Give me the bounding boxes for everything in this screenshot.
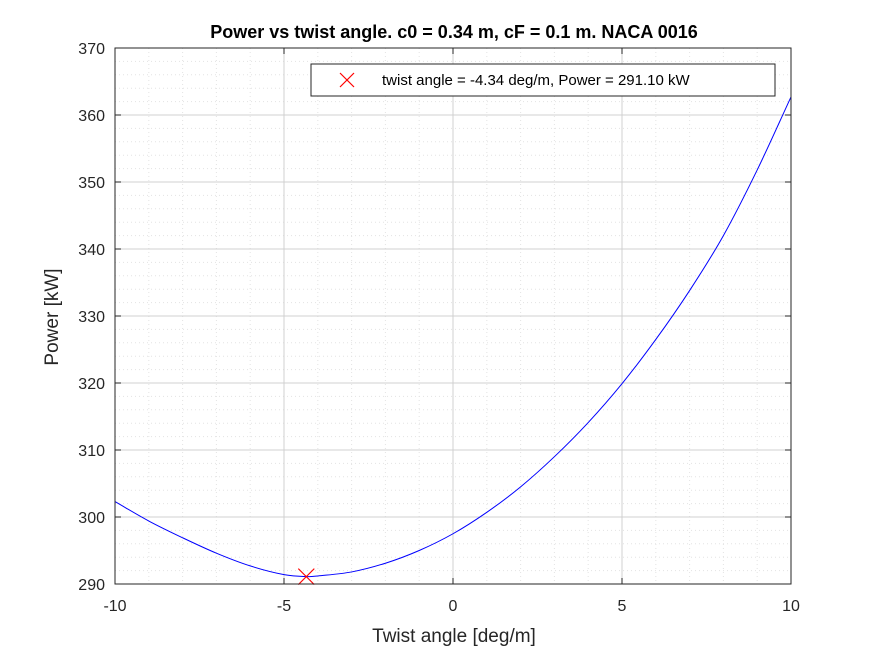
chart-title: Power vs twist angle. c0 = 0.34 m, cF = … [210, 22, 698, 42]
y-tick-label: 360 [78, 108, 105, 125]
legend-x-icon [339, 72, 355, 88]
minimum-point-marker [297, 568, 315, 586]
y-tick-label: 310 [78, 443, 105, 460]
x-tick-label: -10 [103, 598, 126, 615]
series-line [114, 96, 792, 578]
y-tick-label: 350 [78, 175, 105, 192]
y-tick-label: 370 [78, 41, 105, 58]
y-tick-label: 290 [78, 577, 105, 594]
y-tick-group: 290 300 310 320 330 340 350 360 370 [78, 41, 791, 594]
y-tick-label: 320 [78, 376, 105, 393]
marker-group [297, 568, 315, 586]
x-tick-label: 0 [449, 598, 458, 615]
y-tick-label: 330 [78, 309, 105, 326]
y-tick-label: 300 [78, 510, 105, 527]
x-axis-label: Twist angle [deg/m] [372, 626, 536, 647]
x-tick-label: 5 [618, 598, 627, 615]
legend-box [310, 63, 776, 97]
major-grid [115, 48, 791, 584]
y-axis-label: Power [kW] [42, 268, 63, 365]
series-line-group [114, 96, 792, 578]
y-tick-label: 340 [78, 242, 105, 259]
x-tick-group: -10 -5 0 5 10 [103, 48, 800, 615]
x-tick-label: 10 [782, 598, 800, 615]
legend-entry-label: twist angle = -4.34 deg/m, Power = 291.1… [382, 72, 691, 89]
x-tick-label: -5 [277, 598, 291, 615]
legend-marker-x-icon [339, 72, 355, 88]
legend: twist angle = -4.34 deg/m, Power = 291.1… [310, 63, 776, 97]
